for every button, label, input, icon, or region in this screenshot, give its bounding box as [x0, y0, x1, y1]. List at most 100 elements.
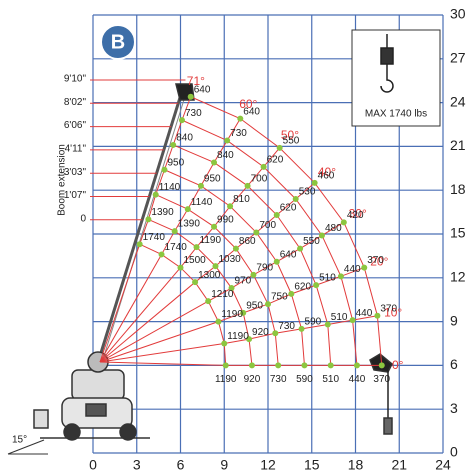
- extension-arc: [173, 144, 332, 366]
- load-point: [313, 282, 320, 289]
- load-label: 1190: [200, 235, 222, 246]
- load-label: 730: [278, 321, 295, 332]
- load-point: [337, 273, 344, 280]
- load-point: [244, 182, 251, 189]
- y-tick-label: 27: [450, 50, 466, 66]
- hook: [383, 417, 393, 435]
- y-tick-label: 12: [450, 269, 466, 285]
- load-point: [288, 290, 295, 297]
- load-point: [273, 258, 280, 265]
- load-label: 460: [318, 171, 335, 182]
- tilt-label: 15°: [12, 435, 27, 446]
- load-point: [272, 330, 279, 337]
- load-point: [192, 279, 199, 286]
- hook-icon: [380, 34, 394, 93]
- load-label: 920: [252, 327, 269, 338]
- load-point: [327, 362, 334, 369]
- x-tick-label: 3: [133, 457, 141, 473]
- x-tick-label: 18: [348, 457, 364, 473]
- load-label: 550: [303, 236, 320, 247]
- load-point: [205, 298, 212, 305]
- load-point: [221, 340, 228, 347]
- angle-label: 60°: [239, 97, 257, 111]
- x-tick-label: 24: [435, 457, 451, 473]
- load-label: 730: [270, 374, 287, 385]
- hook-box: [351, 29, 441, 127]
- angle-label: 50°: [281, 128, 299, 142]
- load-point: [248, 362, 255, 369]
- load-label: 1030: [219, 254, 242, 265]
- y-tick-label: 18: [450, 181, 466, 197]
- angle-label: 10°: [384, 305, 402, 319]
- load-point: [361, 264, 368, 271]
- load-point: [353, 362, 360, 369]
- load-label: 950: [167, 157, 184, 168]
- angle-ray-base: [99, 343, 225, 363]
- load-point: [253, 229, 260, 236]
- load-point: [212, 263, 219, 270]
- load-label: 1140: [191, 197, 213, 208]
- angle-ray-base: [99, 244, 141, 363]
- load-label: 620: [280, 203, 297, 214]
- turret: [71, 369, 125, 401]
- load-label: 920: [244, 374, 261, 385]
- angle-label: 20°: [370, 254, 388, 268]
- load-point: [273, 212, 280, 219]
- load-point: [211, 159, 218, 166]
- load-label: 370: [380, 303, 397, 314]
- x-tick-label: 6: [177, 457, 185, 473]
- y-tick-label: 15: [450, 225, 466, 241]
- load-label: 1740: [143, 232, 166, 243]
- load-label: 790: [256, 263, 273, 274]
- load-label: 550: [283, 136, 300, 147]
- tilt-line: [7, 439, 45, 455]
- y-tick-label: 6: [450, 356, 458, 372]
- boom: [98, 87, 185, 357]
- y-tick-label: 0: [450, 444, 458, 460]
- load-point: [297, 245, 304, 252]
- load-label: 950: [204, 173, 221, 184]
- load-point: [171, 228, 178, 235]
- load-label: 530: [299, 187, 316, 198]
- load-label: 480: [325, 223, 342, 234]
- load-label: 1140: [159, 182, 181, 193]
- load-point: [193, 244, 200, 251]
- wheel: [63, 423, 81, 441]
- load-point: [227, 203, 234, 210]
- angle-ray-base: [99, 321, 219, 363]
- extension-arc: [181, 119, 358, 366]
- load-label: 370: [367, 255, 384, 266]
- hook-label: MAX 1740 lbs: [365, 109, 427, 120]
- load-label: 700: [251, 173, 268, 184]
- load-label: 620: [267, 154, 284, 165]
- load-point: [184, 206, 191, 213]
- x-tick-label: 12: [260, 457, 276, 473]
- load-label: 510: [322, 374, 339, 385]
- angle-label: 30°: [349, 207, 367, 221]
- load-label: 620: [294, 282, 311, 293]
- load-point: [224, 137, 231, 144]
- load-point: [228, 285, 235, 292]
- load-point: [161, 166, 168, 173]
- extension-label: 4'11": [65, 144, 87, 155]
- load-label: 440: [356, 308, 373, 319]
- y-tick-label: 21: [450, 137, 466, 153]
- x-tick-label: 15: [304, 457, 320, 473]
- load-point: [158, 251, 165, 258]
- load-label: 840: [217, 150, 234, 161]
- load-label: 1390: [151, 207, 174, 218]
- load-label: 1190: [221, 309, 243, 320]
- load-point: [222, 362, 229, 369]
- load-label: 440: [344, 264, 361, 275]
- extension-arc: [164, 169, 305, 366]
- load-label: 510: [331, 312, 348, 323]
- load-label: 510: [319, 273, 336, 284]
- load-label: 840: [176, 133, 193, 144]
- load-label: 1500: [184, 255, 207, 266]
- y-tick-label: 9: [450, 312, 458, 328]
- load-label: 950: [246, 300, 263, 311]
- load-point: [265, 301, 271, 308]
- extension-label: 8'02": [64, 97, 87, 108]
- extension-arc: [148, 218, 253, 366]
- load-label: 810: [233, 194, 250, 205]
